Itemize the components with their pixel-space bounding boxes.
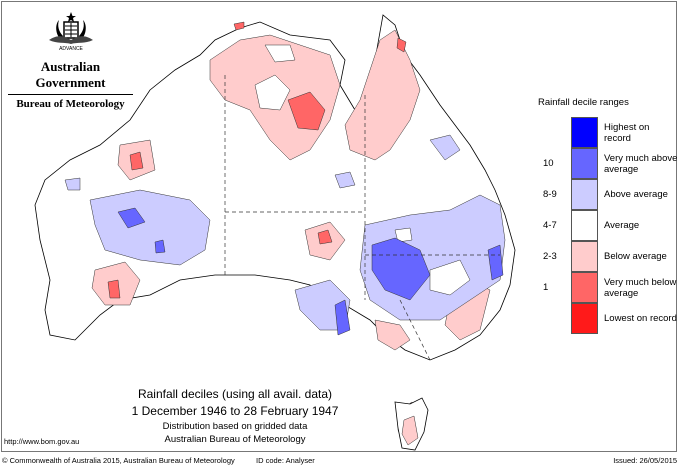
legend-label: Below average — [604, 251, 667, 262]
legend-title: Rainfall decile ranges — [538, 97, 629, 108]
legend-item: 1 Very much below average — [538, 272, 678, 303]
map-source: Australian Bureau of Meteorology — [164, 434, 306, 445]
legend-label: Lowest on record — [604, 313, 677, 324]
legend-label: Highest on record — [604, 121, 650, 144]
government-logo: ADVANCE Australian Government Bureau of … — [8, 10, 133, 110]
legend-item: 2-3 Below average — [538, 241, 678, 272]
average-holes-east — [394, 227, 471, 296]
legend-swatch — [571, 272, 598, 303]
legend-decile: 4-7 — [543, 220, 557, 231]
legend-label: Very much below average — [604, 276, 677, 299]
legend-swatch — [571, 117, 598, 148]
very-much-below-regions — [107, 21, 407, 299]
legend-label: Average — [604, 220, 640, 231]
legend-decile: 10 — [543, 158, 554, 169]
legend-item: 10 Very much above average — [538, 148, 678, 179]
bom-url-link[interactable]: http://www.bom.gov.au — [4, 437, 80, 446]
map-title: Rainfall deciles (using all avail. data) — [137, 387, 333, 401]
legend-label: Very much above average — [604, 152, 678, 175]
legend-swatch — [571, 179, 598, 210]
legend-item: 8-9 Above average — [538, 179, 678, 210]
issued-date: Issued: 26/05/2015 — [613, 456, 677, 465]
legend-decile: 8-9 — [543, 189, 557, 200]
legend-decile: 1 — [543, 282, 549, 293]
bureau-title: Bureau of Meteorology — [8, 94, 133, 110]
coat-of-arms-icon: ADVANCE — [48, 12, 93, 52]
map-period: 1 December 1946 to 28 February 1947 — [131, 404, 339, 418]
svg-text:ADVANCE: ADVANCE — [59, 46, 83, 52]
legend-item: 4-7 Average — [538, 210, 678, 241]
average-holes — [254, 44, 296, 111]
government-title: Australian Government — [35, 59, 106, 90]
copyright: © Commonwealth of Australia 2015, Austra… — [2, 456, 235, 465]
legend-swatch — [571, 241, 598, 272]
legend-label: Above average — [604, 189, 668, 200]
legend-swatch — [571, 148, 598, 179]
legend-item: Lowest on record — [538, 303, 678, 334]
legend-swatch — [571, 210, 598, 241]
id-code: ID code: Analyser — [256, 456, 315, 465]
map-frame — [1, 1, 677, 452]
state-borders — [224, 75, 500, 361]
very-much-above-regions — [117, 207, 504, 336]
legend-swatch — [571, 303, 598, 334]
legend-decile: 2-3 — [543, 251, 557, 262]
map-basis: Distribution based on gridded data — [162, 421, 308, 432]
legend-item: Highest on record — [538, 117, 678, 148]
